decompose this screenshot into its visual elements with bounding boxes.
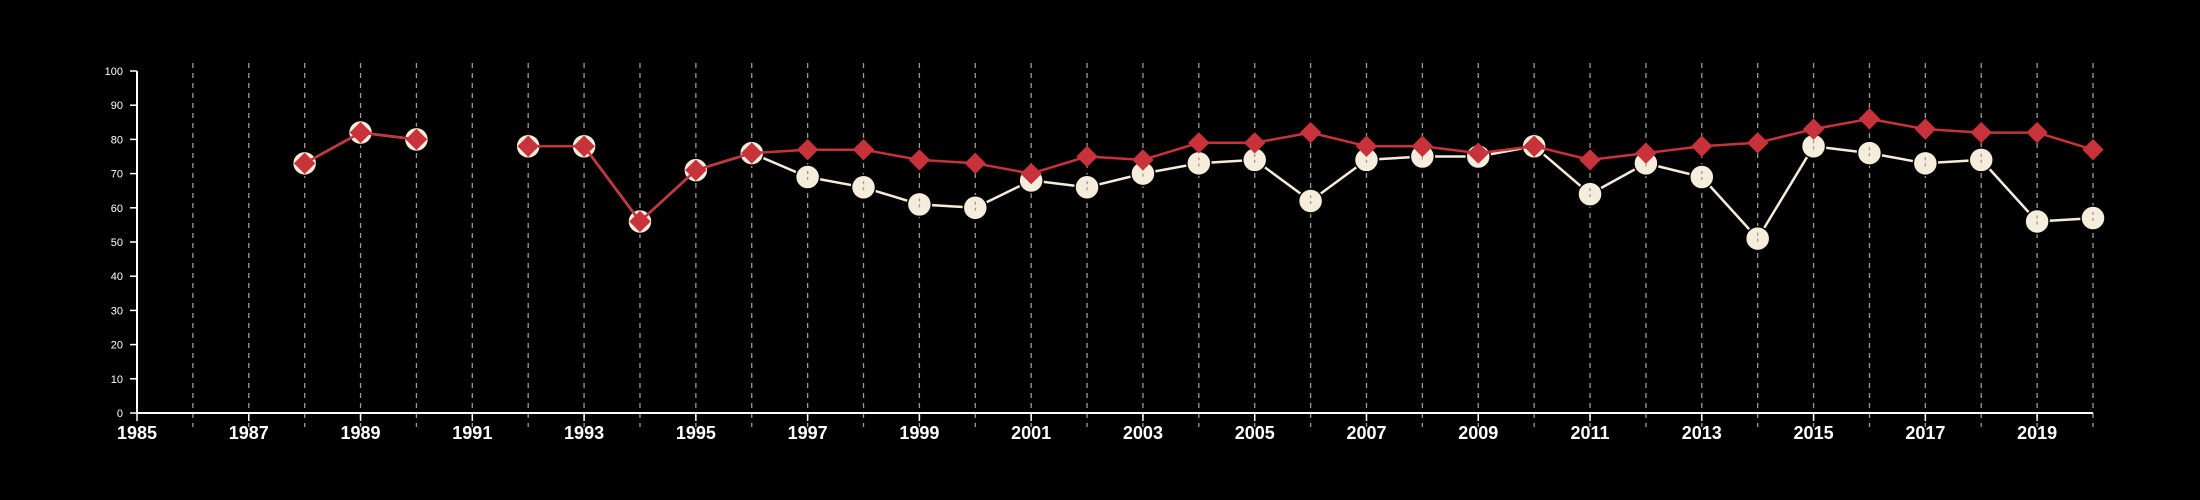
axes: 0 10 20 30 40 50 60 70 80 90 100 1985 1987 1989 1991 19… bbox=[105, 66, 2093, 443]
point-diamond-2016 bbox=[1858, 108, 1881, 130]
y-tick-label-10: 10 bbox=[111, 374, 123, 386]
point-diamond-1994 bbox=[629, 210, 651, 233]
x-tick-label-1987: 1987 bbox=[229, 423, 269, 443]
series-diamond bbox=[293, 108, 2104, 233]
point-diamond-1993 bbox=[573, 135, 595, 157]
x-tick-label-2013: 2013 bbox=[1682, 423, 1722, 443]
x-tick-label-1997: 1997 bbox=[788, 423, 828, 443]
x-tick-label-1999: 1999 bbox=[899, 423, 939, 443]
point-diamond-2014 bbox=[1746, 132, 1769, 154]
point-diamond-2001 bbox=[1020, 162, 1042, 185]
point-diamond-2000 bbox=[964, 152, 986, 175]
point-diamond-2005 bbox=[1244, 132, 1266, 154]
y-tick-label-0: 0 bbox=[117, 408, 123, 420]
point-diamond-2019 bbox=[2026, 121, 2048, 144]
point-diamond-2002 bbox=[1076, 145, 1098, 168]
y-tick-label-30: 30 bbox=[111, 305, 123, 317]
y-tick-label-100: 100 bbox=[105, 66, 123, 78]
series-group bbox=[291, 108, 2106, 252]
point-diamond-2008 bbox=[1411, 135, 1434, 157]
point-diamond-2007 bbox=[1355, 135, 1378, 157]
point-diamond-2011 bbox=[1579, 149, 1601, 171]
x-tick-label-1995: 1995 bbox=[676, 423, 716, 443]
point-diamond-2013 bbox=[1691, 135, 1713, 157]
y-tick-label-60: 60 bbox=[111, 203, 123, 215]
y-tick-label-90: 90 bbox=[111, 100, 123, 112]
point-diamond-2003 bbox=[1132, 149, 1154, 171]
point-diamond-2017 bbox=[1914, 118, 1937, 140]
x-tick-label-2019: 2019 bbox=[2017, 423, 2057, 443]
point-diamond-2004 bbox=[1188, 132, 1210, 154]
point-diamond-1995 bbox=[685, 159, 707, 181]
y-tick-label-80: 80 bbox=[111, 134, 123, 146]
y-tick-label-50: 50 bbox=[111, 237, 123, 249]
point-diamond-1998 bbox=[852, 138, 875, 161]
x-tick-label-1989: 1989 bbox=[341, 423, 381, 443]
x-tick-label-2001: 2001 bbox=[1011, 423, 1051, 443]
x-tick-label-1993: 1993 bbox=[564, 423, 604, 443]
point-diamond-2015 bbox=[1802, 118, 1825, 140]
x-tick-label-2015: 2015 bbox=[1794, 423, 1834, 443]
y-tick-label-70: 70 bbox=[111, 169, 123, 181]
x-tick-label-2005: 2005 bbox=[1235, 423, 1275, 443]
point-diamond-2012 bbox=[1635, 142, 1657, 164]
x-tick-label-2007: 2007 bbox=[1346, 423, 1386, 443]
point-diamond-1999 bbox=[908, 149, 931, 171]
point-diamond-1990 bbox=[405, 128, 428, 151]
x-tick-label-2017: 2017 bbox=[1905, 423, 1945, 443]
y-tick-label-40: 40 bbox=[111, 271, 123, 283]
point-diamond-2009 bbox=[1467, 142, 1489, 164]
point-diamond-2006 bbox=[1299, 121, 1322, 144]
point-diamond-2018 bbox=[1970, 121, 1992, 144]
point-diamond-1992 bbox=[517, 135, 539, 157]
x-tick-label-2011: 2011 bbox=[1570, 423, 1609, 443]
point-diamond-2010 bbox=[1523, 135, 1545, 157]
x-tick-label-1985: 1985 bbox=[117, 423, 157, 443]
point-diamond-1996 bbox=[741, 142, 763, 164]
y-tick-label-20: 20 bbox=[111, 340, 123, 352]
point-diamond-1997 bbox=[796, 138, 819, 161]
gridlines bbox=[192, 63, 2094, 427]
point-diamond-1988 bbox=[293, 152, 316, 175]
x-tick-label-2009: 2009 bbox=[1458, 423, 1498, 443]
point-diamond-2020 bbox=[2082, 138, 2104, 161]
x-tick-label-2003: 2003 bbox=[1123, 423, 1163, 443]
x-tick-label-1991: 1991 bbox=[452, 423, 492, 443]
point-diamond-1989 bbox=[349, 121, 372, 144]
